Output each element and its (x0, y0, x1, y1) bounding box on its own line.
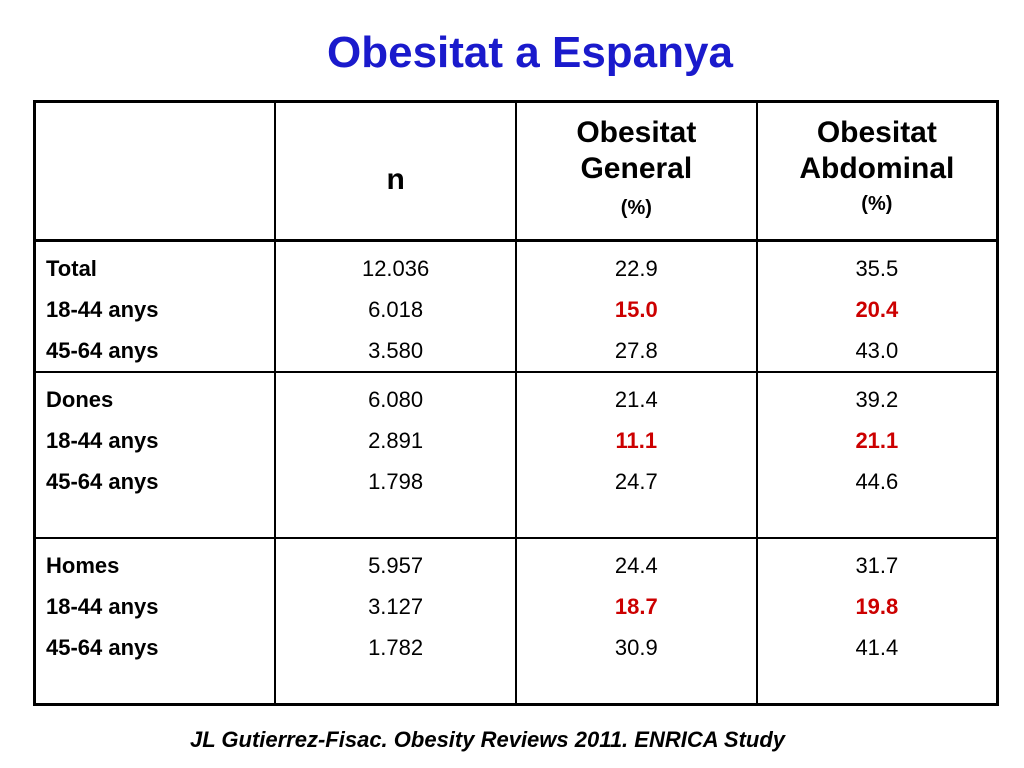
cell-n: 5.957 3.127 1.782 (274, 537, 517, 705)
header-row: n Obesitat General (%) Obesitat Abdomina… (33, 100, 999, 242)
cell-label: Dones 18-44 anys 45-64 anys (33, 371, 277, 539)
header-abdominal-line2: Abdominal (799, 152, 955, 185)
cell-label: Total 18-44 anys 45-64 anys (33, 239, 277, 373)
table-body: Total 18-44 anys 45-64 anys 12.036 6.018 3.58… (33, 239, 999, 705)
value-general-obesity: 30.9 (614, 635, 658, 660)
header-abdominal-unit: (%) (861, 193, 893, 215)
header-general-line1: Obesitat (576, 116, 697, 149)
value-abdominal-obesity: 31.7 (855, 553, 899, 578)
header-general-obesity: Obesitat General (%) (514, 100, 758, 242)
value-general-obesity: 22.9 (614, 256, 658, 281)
value-n: 3.127 (368, 594, 424, 619)
cell-general: 24.4 18.7 30.9 (514, 537, 758, 705)
table-group-row: Total 18-44 anys 45-64 anys 12.036 6.018 3.58… (33, 239, 999, 373)
value-n: 6.080 (368, 387, 424, 412)
row-label: 18-44 anys (46, 297, 159, 322)
header-empty-cell (33, 100, 277, 242)
table-group-row: Dones 18-44 anys 45-64 anys 6.080 2.891 1.798… (33, 371, 999, 539)
value-abdominal-obesity: 35.5 (855, 256, 899, 281)
cell-general: 21.4 11.1 24.7 (514, 371, 758, 539)
value-n: 1.798 (368, 469, 424, 494)
obesity-table: n Obesitat General (%) Obesitat Abdomina… (33, 100, 999, 706)
header-n-label: n (386, 163, 405, 196)
cell-abdominal: 39.2 21.1 44.6 (755, 371, 999, 539)
header-general-label: Obesitat General (517, 103, 756, 187)
value-n: 1.782 (368, 635, 424, 660)
cell-label: Homes 18-44 anys 45-64 anys (33, 537, 277, 705)
row-label: Dones (46, 387, 114, 412)
row-label: Homes (46, 553, 120, 578)
value-abdominal-obesity: 20.4 (855, 297, 899, 322)
page-title: Obesitat a Espanya (327, 28, 733, 77)
value-n: 5.957 (368, 553, 424, 578)
row-label: Total (46, 256, 97, 281)
value-abdominal-obesity: 41.4 (855, 635, 899, 660)
value-abdominal-obesity: 43.0 (855, 338, 899, 363)
value-n: 12.036 (361, 256, 430, 281)
row-label: 45-64 anys (46, 635, 159, 660)
row-label: 45-64 anys (46, 338, 159, 363)
table-group-row: Homes 18-44 anys 45-64 anys 5.957 3.127 1.782… (33, 537, 999, 705)
header-abdominal-obesity: Obesitat Abdominal (%) (755, 100, 999, 242)
row-label: 18-44 anys (46, 594, 159, 619)
header-n: n (274, 100, 517, 242)
header-general-unit: (%) (620, 197, 652, 219)
value-abdominal-obesity: 19.8 (855, 594, 899, 619)
value-general-obesity: 24.4 (614, 553, 658, 578)
header-abdominal-line1: Obesitat (816, 116, 937, 149)
value-general-obesity: 21.4 (614, 387, 658, 412)
value-general-obesity: 18.7 (614, 594, 658, 619)
cell-n: 6.080 2.891 1.798 (274, 371, 517, 539)
row-label: 18-44 anys (46, 428, 159, 453)
value-abdominal-obesity: 44.6 (855, 469, 899, 494)
row-label: 45-64 anys (46, 469, 159, 494)
cell-n: 12.036 6.018 3.580 (274, 239, 517, 373)
value-n: 2.891 (368, 428, 424, 453)
value-general-obesity: 15.0 (614, 297, 658, 322)
cell-general: 22.9 15.0 27.8 (514, 239, 758, 373)
header-abdominal-label: Obesitat Abdominal (758, 103, 996, 187)
value-abdominal-obesity: 39.2 (855, 387, 899, 412)
cell-abdominal: 35.5 20.4 43.0 (755, 239, 999, 373)
value-general-obesity: 24.7 (614, 469, 658, 494)
header-general-line2: General (580, 152, 693, 185)
value-n: 3.580 (368, 338, 424, 363)
value-n: 6.018 (368, 297, 424, 322)
value-general-obesity: 27.8 (614, 338, 658, 363)
value-abdominal-obesity: 21.1 (855, 428, 899, 453)
citation: JL Gutierrez-Fisac. Obesity Reviews 2011… (190, 727, 786, 752)
value-general-obesity: 11.1 (615, 428, 658, 453)
cell-abdominal: 31.7 19.8 41.4 (755, 537, 999, 705)
